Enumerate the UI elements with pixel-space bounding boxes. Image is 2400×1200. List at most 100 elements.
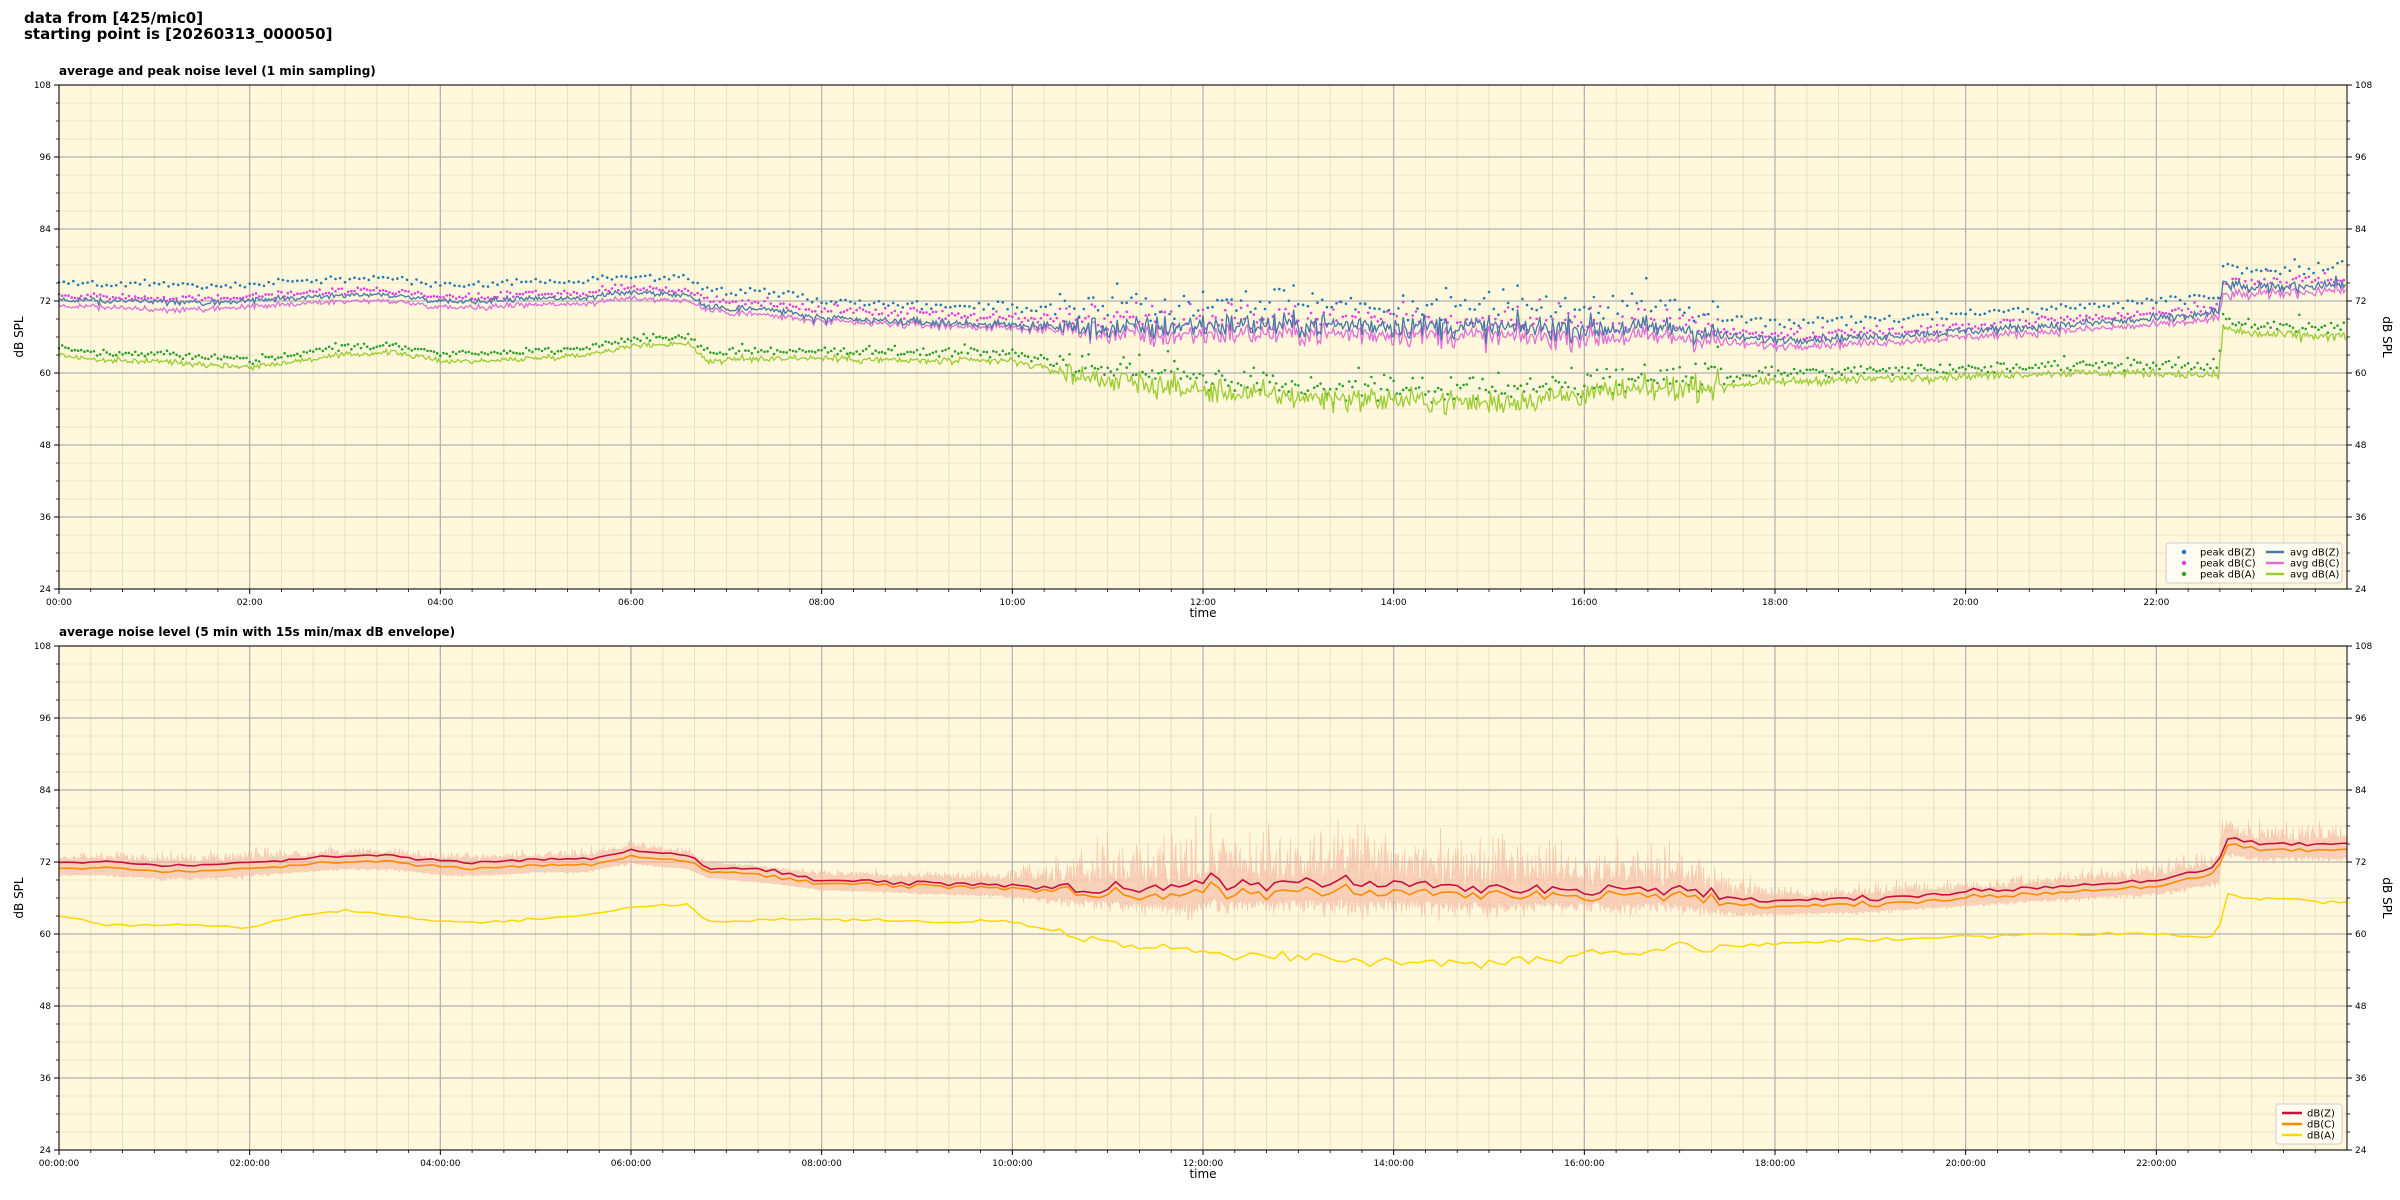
peak-z-series-point bbox=[1902, 318, 1905, 321]
peak-a-series-point bbox=[814, 350, 817, 354]
peak-z-series-point bbox=[1721, 319, 1724, 323]
peak-a-series-point bbox=[2263, 325, 2266, 328]
peak-a-series-point bbox=[861, 349, 865, 353]
peak-a-series-point bbox=[725, 352, 728, 356]
peak-a-series-point bbox=[2329, 321, 2333, 325]
peak-z-series-point bbox=[458, 284, 461, 288]
peak-z-series-point bbox=[2159, 296, 2163, 300]
peak-c-series-point bbox=[1328, 313, 1332, 316]
peak-c-series-point bbox=[184, 295, 188, 299]
peak-c-series-point bbox=[1649, 317, 1653, 321]
peak-c-series-point bbox=[1115, 310, 1119, 314]
peak-a-series-point bbox=[934, 350, 938, 353]
peak-a-series-point bbox=[477, 353, 480, 356]
peak-z-series-point bbox=[629, 276, 633, 280]
peak-c-series-point bbox=[2081, 318, 2085, 322]
peak-z-series-point bbox=[310, 280, 313, 284]
peak-z-series-point bbox=[2212, 296, 2215, 300]
x-tick-label: 12:00 bbox=[1190, 598, 1216, 608]
peak-a-series-point bbox=[1227, 384, 1230, 388]
peak-z-series-point bbox=[1297, 302, 1300, 306]
peak-c-series-point bbox=[1061, 319, 1065, 323]
peak-c-series-point bbox=[1881, 332, 1885, 335]
peak-a-series-point bbox=[648, 339, 652, 342]
peak-z-series-point bbox=[2326, 268, 2330, 271]
peak-z-series-point bbox=[1878, 319, 1882, 322]
peak-c-series-point bbox=[814, 310, 817, 313]
peak-z-series-point bbox=[1749, 318, 1753, 322]
peak-z-series-point bbox=[2245, 267, 2249, 270]
peak-c-series-point bbox=[67, 294, 70, 298]
peak-c-series-point bbox=[1951, 323, 1955, 327]
peak-a-series-point bbox=[2240, 323, 2244, 327]
peak-a-series-point bbox=[178, 355, 182, 358]
peak-z-series-point bbox=[486, 285, 490, 288]
peak-a-series-point bbox=[2221, 312, 2225, 316]
peak-z-series-point bbox=[1096, 309, 1100, 312]
peak-c-series-point bbox=[118, 296, 121, 300]
peak-c-series-point bbox=[1652, 318, 1656, 322]
peak-c-series-point bbox=[2056, 321, 2060, 325]
peak-a-series-point bbox=[1643, 363, 1646, 367]
peak-c-series-point bbox=[2167, 312, 2171, 316]
peak-z-series-point bbox=[1845, 323, 1848, 327]
peak-z-series-point bbox=[1196, 309, 1200, 312]
peak-a-series-point bbox=[1316, 384, 1319, 388]
peak-a-series-point bbox=[1729, 375, 1732, 379]
peak-a-series-point bbox=[880, 350, 884, 354]
peak-a-series-point bbox=[2244, 322, 2247, 326]
peak-a-series-point bbox=[1564, 381, 1567, 384]
peak-a-series-point bbox=[2132, 358, 2136, 362]
peak-z-series-point bbox=[1964, 312, 1967, 316]
peak-a-series-point bbox=[826, 351, 830, 354]
peak-z-series-point bbox=[481, 285, 485, 288]
peak-c-series-point bbox=[725, 301, 728, 304]
y-tick-label-left: 48 bbox=[40, 441, 52, 451]
peak-c-series-point bbox=[1630, 316, 1634, 320]
peak-c-series-point bbox=[794, 305, 798, 309]
peak-z-series-point bbox=[520, 280, 523, 284]
peak-z-series-point bbox=[853, 302, 857, 305]
peak-c-series-point bbox=[706, 296, 709, 300]
peak-c-series-point bbox=[2212, 307, 2215, 311]
peak-a-series-point bbox=[2126, 356, 2129, 360]
peak-z-series-point bbox=[2126, 299, 2129, 303]
peak-a-series-point bbox=[311, 350, 315, 353]
peak-a-series-point bbox=[1287, 390, 1291, 393]
peak-z-series-point bbox=[2307, 267, 2311, 271]
peak-z-series-point bbox=[1392, 312, 1395, 316]
peak-a-series-point bbox=[1138, 353, 1141, 357]
peak-z-series-point bbox=[143, 278, 147, 282]
peak-a-series-point bbox=[111, 354, 115, 358]
peak-c-series-point bbox=[629, 286, 633, 289]
peak-z-series-point bbox=[1430, 302, 1434, 306]
peak-c-series-point bbox=[645, 288, 649, 292]
peak-z-series-point bbox=[891, 301, 895, 305]
peak-a-series-point bbox=[1678, 365, 1681, 369]
peak-a-series-point bbox=[2043, 365, 2047, 368]
peak-a-series-point bbox=[1030, 359, 1033, 363]
peak-z-series-point bbox=[1082, 307, 1086, 311]
peak-a-series-point bbox=[1792, 367, 1796, 371]
peak-a-series-point bbox=[706, 346, 709, 350]
peak-c-series-point bbox=[588, 290, 591, 294]
peak-z-series-point bbox=[1435, 298, 1438, 301]
peak-a-series-point bbox=[1602, 377, 1605, 380]
peak-c-series-point bbox=[2196, 305, 2199, 308]
peak-a-series-point bbox=[1481, 377, 1484, 381]
peak-c-series-point bbox=[985, 316, 989, 320]
peak-a-series-point bbox=[566, 347, 569, 350]
peak-z-series-point bbox=[1530, 307, 1534, 311]
peak-a-series-point bbox=[1421, 376, 1424, 380]
peak-z-series-point bbox=[672, 274, 676, 277]
peak-c-series-point bbox=[442, 296, 445, 299]
peak-z-series-point bbox=[739, 288, 742, 292]
peak-z-series-point bbox=[925, 303, 928, 306]
peak-z-series-point bbox=[2283, 266, 2287, 269]
peak-a-series-point bbox=[420, 347, 423, 351]
peak-c-series-point bbox=[1792, 332, 1796, 336]
peak-c-series-point bbox=[299, 292, 302, 296]
peak-a-series-point bbox=[960, 351, 963, 354]
peak-a-series-point bbox=[613, 340, 617, 344]
peak-z-series-point bbox=[2121, 306, 2125, 310]
